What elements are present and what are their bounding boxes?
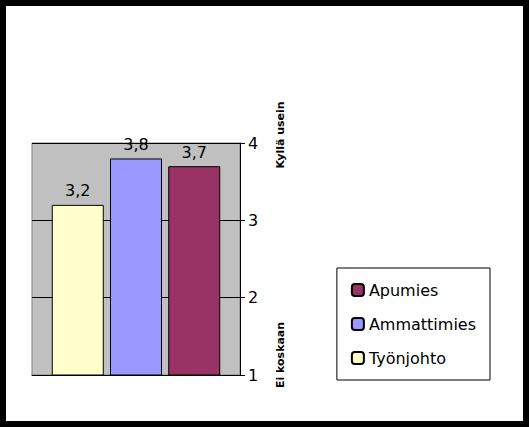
svg-text:2: 2 [248, 288, 258, 307]
svg-text:3: 3 [248, 211, 258, 230]
svg-text:Apumies: Apumies [369, 281, 438, 300]
svg-text:3,7: 3,7 [182, 143, 207, 162]
svg-text:3,2: 3,2 [65, 181, 90, 200]
svg-text:Kyllä usein: Kyllä usein [274, 101, 287, 168]
svg-text:Ammattimies: Ammattimies [369, 315, 476, 334]
svg-text:Työnjohto: Työnjohto [368, 349, 446, 368]
svg-text:3,8: 3,8 [123, 135, 148, 154]
svg-text:Ei koskaan: Ei koskaan [274, 322, 287, 388]
svg-text:4: 4 [248, 134, 258, 153]
svg-text:1: 1 [248, 366, 258, 385]
